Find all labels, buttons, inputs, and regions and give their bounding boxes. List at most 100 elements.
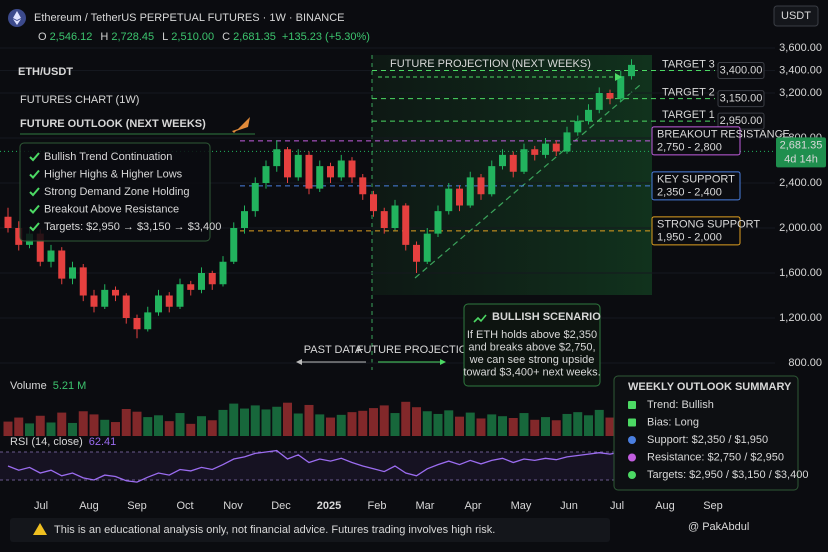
scenario-title: BULLISH SCENARIO (492, 311, 601, 323)
volume-bar (422, 411, 432, 436)
scenario-box (463, 303, 601, 387)
chart-title: Ethereum / TetherUS PERPETUAL FUTURES · … (34, 12, 345, 24)
volume-bar (218, 409, 228, 436)
ohlc-value: 2,510.00 (171, 31, 214, 43)
disclaimer-bar (10, 518, 610, 542)
candle-body (628, 64, 635, 77)
volume-bar (530, 419, 540, 436)
target-label: 2,950.00 (720, 115, 763, 127)
volume-bar (186, 423, 196, 436)
summary-icon (628, 436, 636, 444)
candle-body (219, 261, 227, 285)
candle-body (423, 233, 431, 262)
volume-bar (229, 403, 239, 436)
headline: ETH/USDT (18, 66, 73, 78)
candle-body (466, 177, 474, 206)
x-tick-label: May (511, 500, 532, 512)
check-icon (29, 169, 40, 179)
ohlc-label: O (38, 31, 47, 43)
candle-body (165, 295, 173, 307)
rsi-label: RSI (14, close) (10, 436, 83, 448)
volume-bar (132, 411, 142, 436)
volume-bar (240, 408, 249, 436)
volume-bar (541, 417, 550, 436)
summary-item: Trend: Bullish (647, 399, 714, 411)
volume-bar (57, 412, 67, 436)
y-tick-label: 2,400.00 (779, 177, 822, 189)
volume-bar (519, 413, 529, 436)
x-tick-label: Aug (655, 500, 675, 512)
volume-bar (433, 413, 443, 436)
check-icon (29, 204, 40, 214)
x-tick-label: Apr (464, 500, 481, 512)
x-tick-label: Feb (368, 500, 387, 512)
outlook-title: FUTURE OUTLOOK (NEXT WEEKS) (20, 118, 206, 130)
x-tick-label: Oct (176, 500, 193, 512)
volume-bar (111, 422, 120, 436)
candle-body (542, 143, 549, 155)
ohlc-value: 2,546.12 (50, 31, 93, 43)
y-tick-label: 1,600.00 (779, 267, 822, 279)
volume-bar (573, 412, 583, 436)
volume-bar (35, 415, 45, 436)
volume-bar (551, 420, 561, 436)
warning-icon (33, 523, 47, 535)
summary-item: Targets: $2,950 / $3,150 / $3,400 (647, 469, 808, 481)
disclaimer: This is an educational analysis only, no… (54, 524, 495, 536)
scenario-icon (473, 314, 487, 323)
target-label: 3,400.00 (720, 64, 763, 76)
checklist-item: Strong Demand Zone Holding (44, 186, 190, 198)
summary-icon (628, 401, 636, 409)
x-tick-label: Jun (560, 500, 578, 512)
candle-body (617, 76, 625, 99)
scenario-line: toward $3,400+ next weeks. (463, 366, 600, 378)
currency-box (773, 5, 819, 27)
candle-body (402, 205, 410, 245)
zone-box (651, 171, 741, 201)
x-tick-label: Dec (271, 500, 291, 512)
volume-bar (594, 409, 604, 436)
future-arrowhead (440, 359, 446, 365)
summary-icon (628, 418, 636, 427)
candle-body (606, 93, 614, 99)
past-arrowhead (296, 359, 302, 365)
volume-bar (401, 401, 411, 436)
summary-icon (628, 453, 636, 462)
volume-bar (3, 421, 13, 436)
check-icon (29, 187, 40, 197)
candle-body (380, 211, 388, 228)
candle-body (499, 154, 506, 167)
zone-name: STRONG SUPPORT (657, 219, 760, 231)
candle-body (574, 121, 582, 133)
target-label: 3,150.00 (720, 93, 763, 105)
zone-name: BREAKOUT RESISTANCE (657, 129, 790, 141)
volume-bar (487, 414, 497, 436)
x-tick-label: Jul (34, 500, 48, 512)
ohlc-header: O 2,546.12 H 2,728.45 L 2,510.00 C 2,681.35 +135… (38, 31, 370, 43)
candle-body (101, 289, 109, 307)
summary-title: WEEKLY OUTLOOK SUMMARY (628, 381, 792, 393)
candle-body (284, 149, 291, 178)
target-box (717, 62, 765, 79)
volume-bar (358, 410, 368, 436)
rocket-icon (232, 117, 250, 133)
watermark: @ PakAbdul (688, 521, 749, 533)
y-tick-label: 3,200.00 (779, 87, 822, 99)
candle-body (230, 228, 238, 262)
candle-body (36, 233, 44, 262)
ohlc-value: 2,728.45 (111, 31, 154, 43)
y-tick-label: 2,000.00 (779, 222, 822, 234)
checklist-item: Breakout Above Resistance (44, 203, 179, 215)
volume-bar (605, 417, 615, 436)
volume-bar (347, 412, 357, 436)
volume-bar (304, 404, 314, 436)
checklist-item: Higher Highs & Higher Lows (44, 168, 183, 180)
y-tick-label: 1,200.00 (779, 312, 822, 324)
candle-body (337, 160, 345, 178)
candle-body (327, 166, 334, 178)
volume-bar (293, 413, 303, 436)
summary-item: Resistance: $2,750 / $2,950 (647, 451, 784, 463)
eth-logo-mark (13, 11, 21, 25)
volume-bar (336, 414, 346, 436)
